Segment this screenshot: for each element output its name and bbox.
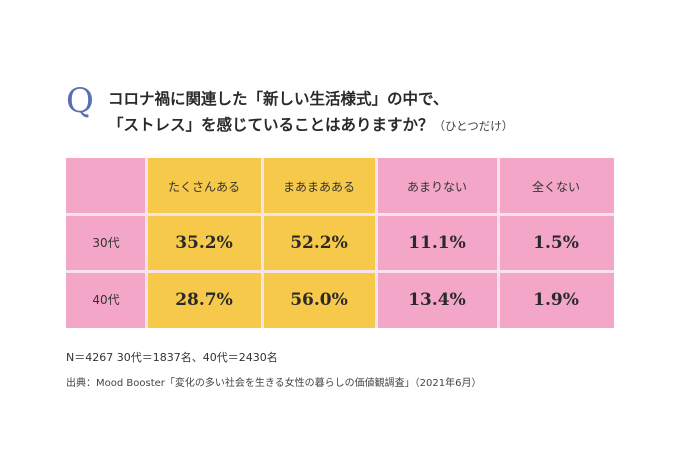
grid-line-horizontal [66, 213, 614, 216]
table-value: 11.1% [376, 214, 498, 271]
question-line-2-text: 「ストレス」を感じていることはありますか？ [108, 116, 434, 134]
question-line-2: 「ストレス」を感じていることはありますか？（ひとつだけ） [108, 112, 513, 139]
column-header: まあまあある [262, 158, 376, 214]
grid-line-vertical [375, 158, 378, 328]
table-value: 35.2% [146, 214, 262, 271]
column-header: たくさんある [146, 158, 262, 214]
table-corner [66, 158, 146, 214]
table-value: 1.5% [498, 214, 614, 271]
column-header: 全くない [498, 158, 614, 214]
question-line-1: コロナ禍に関連した「新しい生活様式」の中で、 [108, 90, 449, 108]
table-value: 52.2% [262, 214, 376, 271]
source-note: 出典：Mood Booster「変化の多い社会を生きる女性の暮らしの価値観調査」… [66, 378, 482, 389]
table-value: 28.7% [146, 271, 262, 328]
row-label: 30代 [66, 214, 146, 271]
column-header: あまりない [376, 158, 498, 214]
grid-line-vertical [145, 158, 148, 328]
grid-line-horizontal [66, 270, 614, 273]
question-text: コロナ禍に関連した「新しい生活様式」の中で、 「ストレス」を感じていることはあり… [108, 86, 513, 139]
sample-size-note: N＝4267 30代＝1837名、40代＝2430名 [66, 351, 278, 364]
table-value: 56.0% [262, 271, 376, 328]
table-value: 13.4% [376, 271, 498, 328]
table-value: 1.9% [498, 271, 614, 328]
grid-line-vertical [497, 158, 500, 328]
q-mark: Q [66, 81, 94, 121]
survey-table: たくさんある まあまあある あまりない 全くない 30代 35.2% 52.2% 11.1% 1… [66, 158, 614, 328]
row-label: 40代 [66, 271, 146, 328]
question-note: （ひとつだけ） [433, 119, 514, 133]
grid-line-vertical [261, 158, 264, 328]
